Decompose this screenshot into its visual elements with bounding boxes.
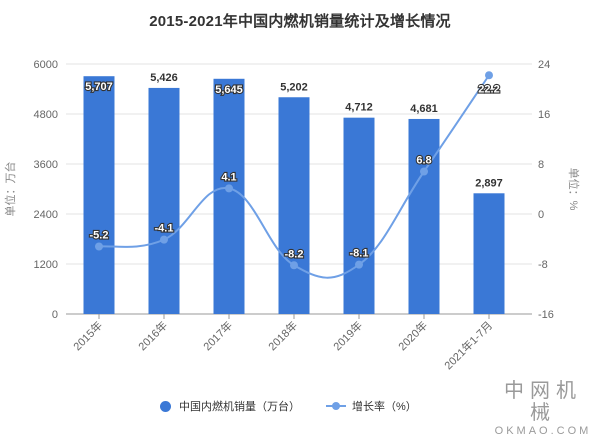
growth-value-label: -4.1 bbox=[155, 223, 174, 235]
bar-value-label: 4,681 bbox=[410, 103, 438, 115]
bar bbox=[343, 117, 375, 315]
right-axis-tick: 16 bbox=[538, 109, 550, 121]
bar-value-label: 5,645 bbox=[215, 84, 243, 96]
growth-point bbox=[290, 261, 298, 270]
chart-canvas: 0 1200 2400 3600 4800 6000 -16 -8 0 8 16 24 单位：万台 单位：… bbox=[3, 59, 581, 372]
brand-logo: 中网机械 OKMAO.COM bbox=[493, 380, 593, 438]
left-axis-tick: 6000 bbox=[34, 59, 58, 71]
legend-item-growth[interactable]: 增长率（%） bbox=[326, 398, 417, 414]
x-axis-label: 2018年 bbox=[265, 318, 300, 353]
left-axis-tick: 0 bbox=[52, 309, 58, 321]
left-axis-tick: 4800 bbox=[34, 109, 58, 121]
growth-point bbox=[160, 235, 168, 244]
growth-point bbox=[485, 71, 493, 80]
legend-label-sales: 中国内燃机销量（万台） bbox=[179, 401, 300, 413]
bar-value-label: 5,426 bbox=[150, 72, 178, 84]
growth-point bbox=[420, 167, 428, 176]
legend-label-growth: 增长率（%） bbox=[352, 401, 417, 413]
x-axis-label: 2020年 bbox=[395, 318, 430, 353]
bar-value-label: 5,707 bbox=[85, 81, 113, 93]
x-axis-label: 2021年1-7月 bbox=[441, 318, 495, 372]
left-axis-tick: 1200 bbox=[34, 259, 58, 271]
brand-en: OKMAO.COM bbox=[494, 425, 592, 437]
left-axis-title: 单位：万台 bbox=[3, 162, 17, 217]
growth-point bbox=[95, 242, 103, 251]
bar bbox=[83, 76, 115, 314]
legend: 中国内燃机销量（万台） 增长率（%） bbox=[160, 398, 443, 414]
bar bbox=[278, 97, 310, 314]
legend-item-sales[interactable]: 中国内燃机销量（万台） bbox=[160, 398, 300, 414]
line-series-icon bbox=[326, 401, 346, 411]
bar bbox=[148, 87, 180, 315]
x-axis-label: 2015年 bbox=[70, 318, 105, 353]
chart-title: 2015-2021年中国内燃机销量统计及增长情况 bbox=[149, 13, 451, 30]
growth-point bbox=[355, 260, 363, 269]
x-axis-label: 2019年 bbox=[330, 318, 365, 353]
growth-value-label: 6.8 bbox=[416, 155, 431, 167]
growth-value-label: 22.2 bbox=[478, 83, 499, 95]
right-axis-tick: -16 bbox=[538, 309, 554, 321]
bar bbox=[408, 118, 440, 314]
right-axis-tick: 0 bbox=[538, 209, 544, 221]
bar-series-icon bbox=[160, 400, 171, 412]
bar-value-label: 5,202 bbox=[280, 81, 308, 93]
right-axis-tick: -8 bbox=[538, 259, 548, 271]
growth-value-label: 4.1 bbox=[221, 171, 236, 183]
bar-value-label: 4,712 bbox=[345, 102, 373, 114]
bar-value-label: 2,897 bbox=[475, 177, 503, 189]
growth-point bbox=[225, 184, 233, 193]
x-axis-label: 2017年 bbox=[200, 318, 235, 353]
growth-value-label: -5.2 bbox=[90, 230, 109, 242]
right-axis-tick: 8 bbox=[538, 159, 544, 171]
x-axis-label: 2016年 bbox=[135, 318, 170, 353]
brand-cn: 中网机械 bbox=[504, 380, 582, 424]
right-axis-tick: 24 bbox=[538, 59, 550, 71]
growth-value-label: -8.2 bbox=[285, 248, 304, 260]
growth-value-label: -8.1 bbox=[350, 248, 369, 260]
left-axis-tick: 3600 bbox=[34, 159, 58, 171]
right-axis-title: 单位：% bbox=[567, 168, 581, 211]
bar bbox=[473, 193, 505, 314]
left-axis-tick: 2400 bbox=[34, 209, 58, 221]
bar bbox=[213, 78, 245, 315]
